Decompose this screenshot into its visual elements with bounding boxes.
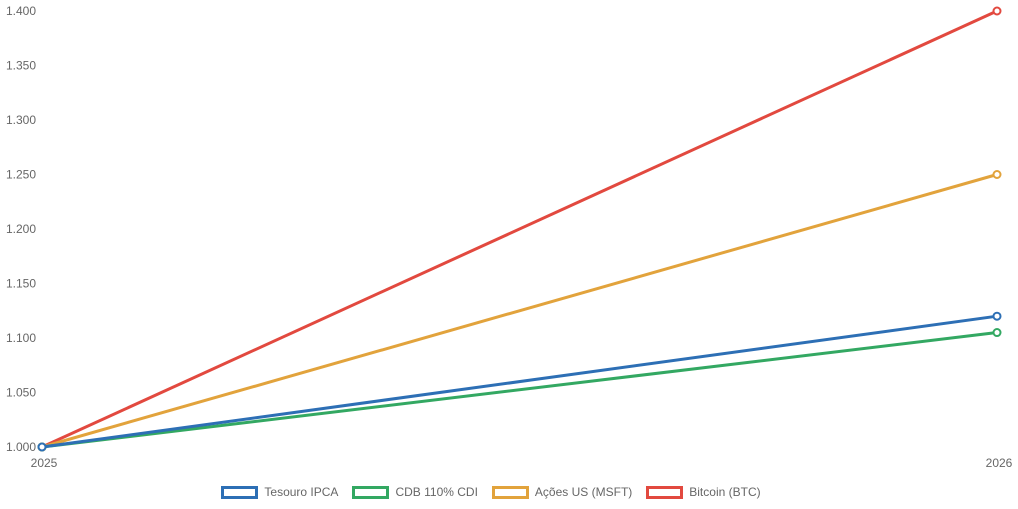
y-axis-tick-label: 1.200	[6, 222, 36, 236]
series-point-acoes-us-msft	[992, 170, 1002, 179]
legend-item-tesouro-ipca[interactable]: Tesouro IPCA	[221, 485, 338, 499]
y-axis-tick-label: 1.000	[6, 440, 36, 454]
legend-swatch-tesouro-ipca	[221, 485, 259, 499]
x-axis-tick-label: 2026	[986, 456, 1013, 470]
legend-label: Bitcoin (BTC)	[689, 485, 761, 499]
legend-swatch-bitcoin-btc	[646, 485, 684, 499]
y-axis-tick-label: 1.350	[6, 59, 36, 73]
series-line-cdb-110-cdi	[41, 331, 998, 449]
series-point-cdb-110-cdi	[992, 328, 1002, 338]
series-point-bitcoin-btc	[992, 6, 1002, 16]
legend-item-bitcoin-btc[interactable]: Bitcoin (BTC)	[646, 485, 761, 499]
series-line-bitcoin-btc	[41, 9, 998, 449]
y-axis-tick-label: 1.250	[6, 168, 36, 182]
chart-legend: Tesouro IPCA CDB 110% CDI Ações US (MSFT) B…	[0, 482, 982, 502]
y-axis-tick-label: 1.400	[6, 4, 36, 18]
legend-item-cdb-110-cdi[interactable]: CDB 110% CDI	[352, 485, 478, 499]
series-line-acoes-us-msft	[41, 173, 998, 449]
legend-swatch-acoes-us-msft	[491, 485, 529, 499]
y-axis-tick-label: 1.100	[6, 331, 36, 345]
series-point-tesouro-ipca	[37, 442, 47, 452]
legend-item-acoes-us-msft[interactable]: Ações US (MSFT)	[491, 485, 633, 499]
y-axis-tick-label: 1.150	[6, 277, 36, 291]
legend-label: Tesouro IPCA	[264, 485, 339, 499]
y-axis-tick-label: 1.050	[6, 386, 36, 400]
x-axis-tick-labels: 2025 2026	[31, 456, 1013, 470]
legend-label: Ações US (MSFT)	[534, 485, 633, 499]
y-axis-tick-label: 1.300	[6, 113, 36, 127]
legend-label: CDB 110% CDI	[395, 485, 478, 499]
chart-canvas: 1.000 1.050 1.100 1.150 1.200 1.250 1.300 1.350…	[6, 4, 1013, 470]
series-point-tesouro-ipca	[992, 311, 1002, 321]
x-axis-tick-label: 2025	[31, 456, 58, 470]
y-axis-tick-labels: 1.000 1.050 1.100 1.150 1.200 1.250 1.300 1.350…	[6, 4, 36, 454]
series-lines	[37, 6, 1002, 452]
series-line-tesouro-ipca	[41, 314, 998, 449]
legend-swatch-cdb-110-cdi	[352, 485, 390, 499]
